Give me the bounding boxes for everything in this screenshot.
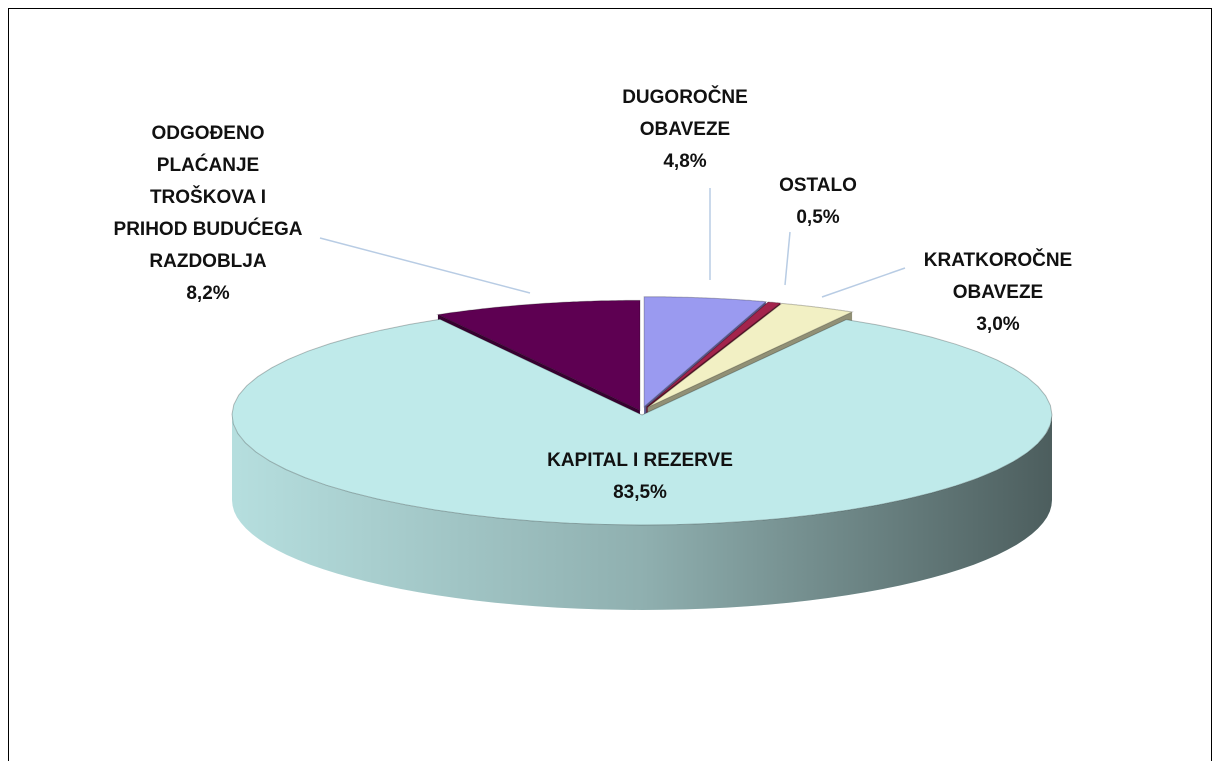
slice-label: KRATKOROČNE OBAVEZE 3,0% xyxy=(903,245,1093,341)
slice-side-shade xyxy=(232,415,1052,610)
slice xyxy=(646,301,782,408)
value-label: 0,5% xyxy=(796,207,840,228)
slice-label: OSTALO 0,5% xyxy=(758,170,878,234)
category-label: ODGOĐENO PLAĆANJE TROŠKOVA I PRIHOD BUDU… xyxy=(113,123,303,272)
value-label: 83,5% xyxy=(613,482,667,503)
slice xyxy=(647,302,854,408)
category-label: KAPITAL I REZERVE xyxy=(547,450,733,471)
slice-label: ODGOĐENO PLAĆANJE TROŠKOVA I PRIHOD BUDU… xyxy=(113,118,303,310)
value-label: 8,2% xyxy=(186,283,230,304)
slice xyxy=(436,299,641,412)
slice xyxy=(231,318,1053,526)
category-label: KRATKOROČNE OBAVEZE xyxy=(923,250,1073,303)
category-label: OSTALO xyxy=(779,175,857,196)
value-label: 3,0% xyxy=(976,314,1020,335)
slice-label: KAPITAL I REZERVE 83,5% xyxy=(490,445,790,509)
slice xyxy=(643,296,768,408)
value-label: 4,8% xyxy=(663,151,707,172)
category-label: DUGOROČNE OBAVEZE xyxy=(622,87,748,140)
leader-line xyxy=(319,237,531,294)
leader-line xyxy=(821,267,906,298)
slice-label: DUGOROČNE OBAVEZE 4,8% xyxy=(595,82,775,178)
frame xyxy=(8,8,1212,761)
leader-line xyxy=(784,231,791,286)
